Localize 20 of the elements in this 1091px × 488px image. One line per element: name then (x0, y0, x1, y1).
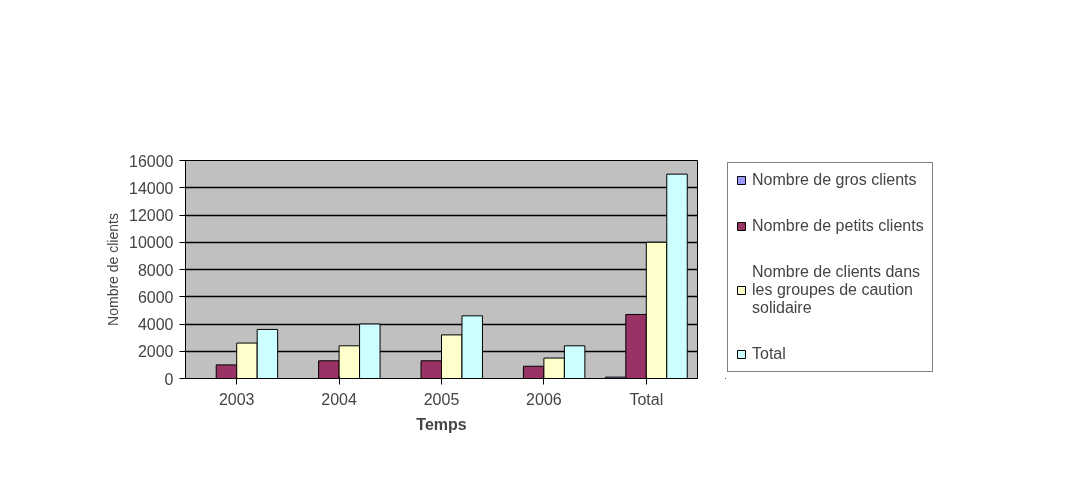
y-tick-label: 10000 (129, 234, 174, 252)
legend-label: Total (752, 345, 786, 363)
x-tick-label: Total (629, 390, 664, 408)
y-tick-label: 0 (164, 370, 174, 388)
legend-label: Nombre de gros clients (752, 171, 917, 189)
y-tick-label: 6000 (137, 288, 174, 306)
y-tick-label: 8000 (137, 261, 174, 279)
x-tick-label: 2004 (321, 390, 357, 408)
y-tick-label: 12000 (129, 207, 174, 224)
x-axis-title: Temps (416, 415, 467, 433)
y-tick-label: 2000 (137, 343, 174, 361)
legend-label: Nombre de petits clients (752, 217, 924, 235)
y-tick-label: 16000 (129, 152, 174, 170)
x-tick-label: 2003 (218, 390, 255, 408)
y-tick-label: 14000 (129, 179, 174, 197)
legend-label: Nombre de clients dans les groupes de caution solidaire (752, 263, 921, 317)
y-axis-title: Nombre de clients (105, 213, 122, 326)
x-tick-label: 2006 (526, 390, 562, 408)
x-tick-label: 2005 (423, 390, 460, 408)
y-tick-label: 4000 (137, 316, 174, 333)
